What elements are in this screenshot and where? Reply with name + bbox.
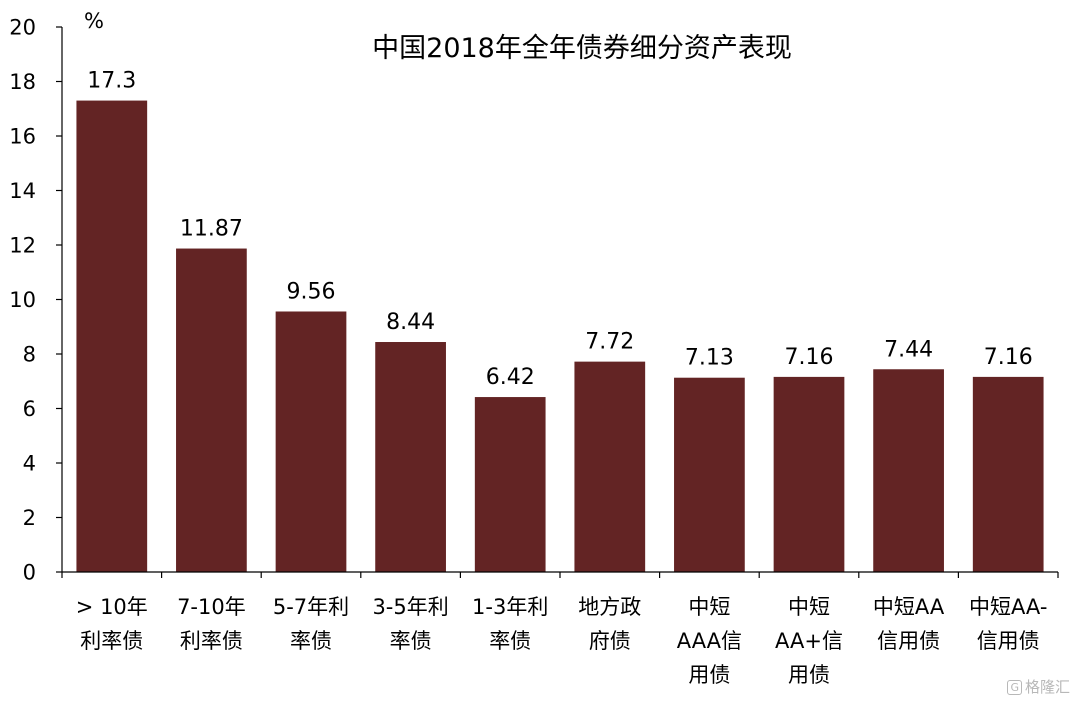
x-category-label-line: 中短 [788, 595, 830, 619]
x-axis: > 10年利率债7-10年利率债5-7年利率债3-5年利率债1-3年利率债地方政… [61, 571, 1059, 687]
bar-value-label: 8.44 [386, 310, 435, 335]
bar [474, 397, 546, 572]
y-tick-label: 12 [9, 234, 36, 258]
x-category-label-line: 利率债 [80, 629, 143, 653]
bar [176, 248, 247, 573]
y-tick-label: 2 [23, 506, 36, 530]
x-category-label-line: 用债 [788, 663, 830, 687]
x-category-label-line: 1-3年利 [472, 595, 548, 619]
y-tick-label: 0 [23, 561, 36, 585]
x-category-label-line: 5-7年利 [273, 595, 349, 619]
x-category-label-line: 中短AA- [969, 595, 1047, 619]
x-category-label: 1-3年利率债 [472, 595, 548, 653]
y-tick-label: 10 [9, 288, 36, 312]
bar [972, 376, 1044, 572]
x-category-label-line: 中短AA [873, 595, 945, 619]
y-tick-label: 4 [23, 452, 36, 476]
y-tick-label: 20 [9, 16, 36, 40]
y-tick-label: 16 [9, 125, 36, 149]
bar [76, 100, 148, 572]
x-category-label: > 10年利率债 [76, 595, 148, 653]
x-category-label-line: 地方政 [578, 595, 641, 619]
x-category-label-line: 7-10年 [177, 595, 246, 619]
bar-value-label: 9.56 [287, 279, 336, 304]
x-category-label-line: AAA信 [677, 629, 742, 653]
x-category-label-line: 中短 [688, 595, 730, 619]
bar [674, 377, 745, 572]
x-category-label-line: 信用债 [977, 629, 1040, 653]
y-tick-label: 18 [9, 70, 36, 94]
x-category-label-line: 率债 [290, 629, 332, 653]
bar-value-label: 7.44 [884, 337, 933, 362]
y-tick-label: 14 [9, 179, 36, 203]
y-unit-label: % [84, 9, 104, 33]
bar-value-label: 11.87 [180, 217, 243, 242]
y-axis: 0 2 4 6 8 10 12 14 16 18 20 [9, 16, 63, 585]
watermark: G 格隆汇 [1007, 676, 1070, 697]
chart-title: 中国2018年全年债券细分资产表现 [372, 33, 792, 64]
x-category-label-line: AA+信 [775, 629, 843, 653]
x-category-label: 7-10年利率债 [177, 595, 246, 653]
watermark-logo-icon: G [1007, 680, 1022, 695]
y-tick-label: 6 [23, 397, 36, 421]
x-category-label-line: 率债 [390, 629, 432, 653]
x-category-label-line: 利率债 [180, 629, 243, 653]
x-category-label: 中短 AAA信用债 [677, 595, 742, 687]
x-category-label: 3-5年利率债 [372, 595, 448, 653]
x-category-label-line: 信用债 [877, 629, 940, 653]
bar-value-label: 6.42 [486, 365, 535, 390]
value-labels: 17.3 11.87 9.56 8.44 6.42 7.72 7.13 7.16 7.44 7.1… [87, 69, 1032, 390]
bars [76, 100, 1044, 573]
x-category-label-line: 府债 [589, 629, 631, 653]
bar-value-label: 7.72 [585, 330, 634, 355]
bar [275, 311, 347, 572]
x-category-label-line: 用债 [688, 663, 730, 687]
x-category-label: 中短AA 信用债 [873, 595, 945, 653]
x-category-label: 5-7年利率债 [273, 595, 349, 653]
bar [375, 342, 446, 572]
x-category-label: 地方政府债 [578, 595, 641, 653]
bar-value-label: 7.16 [785, 345, 834, 370]
x-category-label: 中短 AA+信用债 [775, 595, 843, 687]
bar-value-label: 7.16 [984, 345, 1033, 370]
bar-value-label: 7.13 [685, 346, 734, 371]
y-tick-label: 8 [23, 343, 36, 367]
bar [773, 376, 845, 572]
x-category-label-line: > 10年 [76, 595, 148, 619]
x-category-label-line: 3-5年利 [372, 595, 448, 619]
bar-value-label: 17.3 [87, 69, 136, 94]
bar [574, 361, 646, 572]
watermark-text: 格隆汇 [1024, 678, 1070, 696]
x-category-label: 中短AA- 信用债 [969, 595, 1047, 653]
bar [873, 369, 944, 572]
x-category-label-line: 率债 [489, 629, 531, 653]
